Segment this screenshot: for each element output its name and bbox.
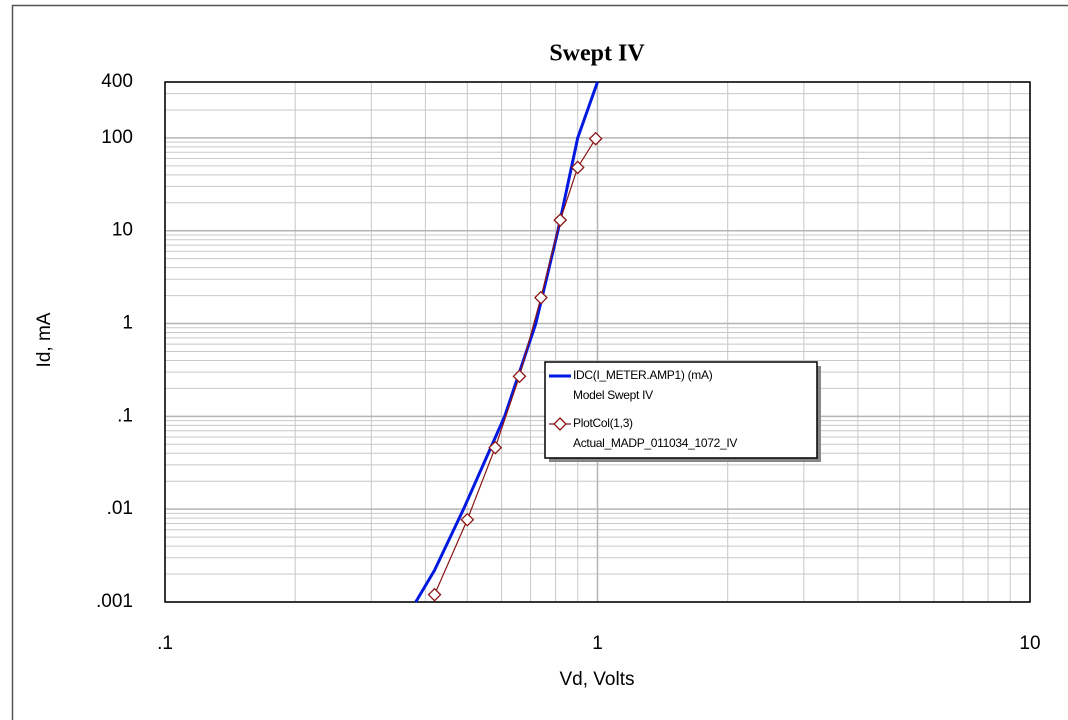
x-tick-label: 10 bbox=[1019, 633, 1040, 654]
data-point bbox=[488, 440, 503, 455]
y-tick-label: .001 bbox=[96, 591, 133, 612]
chart-title: Swept IV bbox=[549, 41, 645, 67]
data-point bbox=[427, 587, 442, 602]
y-tick-label: 1 bbox=[122, 313, 133, 334]
data-point bbox=[553, 213, 568, 228]
y-tick-label: 400 bbox=[101, 71, 133, 92]
y-tick-label: .1 bbox=[117, 405, 133, 426]
y-tick-label: .01 bbox=[107, 498, 133, 519]
series-line bbox=[434, 138, 597, 595]
data-point bbox=[588, 131, 603, 146]
legend-description: Model Swept IV bbox=[573, 388, 653, 402]
legend-marker bbox=[553, 417, 567, 431]
legend bbox=[544, 361, 818, 459]
data-point bbox=[460, 512, 475, 527]
x-tick-label: .1 bbox=[157, 633, 173, 654]
legend-label: PlotCol(1,3) bbox=[573, 416, 633, 430]
y-tick-label: 100 bbox=[101, 127, 133, 148]
data-point bbox=[512, 369, 527, 384]
y-axis-label: Id, mA bbox=[34, 312, 55, 367]
x-tick-label: 1 bbox=[592, 633, 603, 654]
series-line bbox=[414, 81, 599, 603]
x-axis-label: Vd, Volts bbox=[560, 669, 635, 690]
legend-label: IDC(I_METER.AMP1) (mA) bbox=[573, 368, 713, 382]
data-point bbox=[534, 290, 548, 305]
grid bbox=[164, 81, 1031, 603]
y-tick-label: 10 bbox=[112, 220, 133, 241]
legend-description: Actual_MADP_011034_1072_IV bbox=[573, 436, 737, 450]
data-point bbox=[570, 160, 585, 175]
plot bbox=[414, 81, 603, 603]
